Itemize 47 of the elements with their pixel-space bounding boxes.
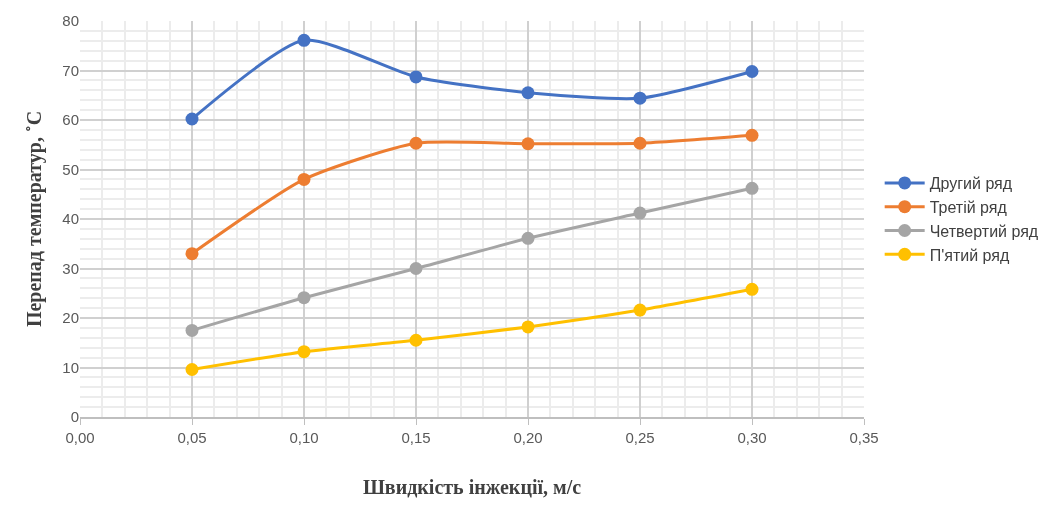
point: [409, 70, 423, 84]
point: [521, 137, 535, 151]
x-tick-label: 0,20: [513, 428, 543, 446]
y-tick-label: 50: [62, 160, 79, 178]
point: [633, 206, 647, 220]
x-tick-label: 0,25: [625, 428, 655, 446]
point: [745, 64, 759, 78]
point: [633, 136, 647, 150]
y-tick-label: 60: [62, 111, 79, 129]
y-tick-label: 30: [62, 259, 79, 277]
point: [297, 291, 311, 305]
y-tick-label: 20: [62, 309, 79, 327]
point: [185, 247, 199, 261]
y-tick-label: 40: [62, 210, 79, 228]
point: [409, 136, 423, 150]
x-tick-label: 0,10: [289, 428, 319, 446]
x-tick-label: 0,00: [65, 428, 95, 446]
x-tick-label: 0,35: [849, 428, 879, 446]
y-tick-label: 0: [70, 408, 79, 426]
point: [521, 231, 535, 245]
point: [185, 323, 199, 337]
legend-label: Третій ряд: [929, 198, 1008, 216]
point: [521, 320, 535, 334]
legend-label: Четвертий ряд: [929, 222, 1039, 240]
point: [297, 33, 311, 47]
x-tick-label: 0,15: [401, 428, 431, 446]
point: [409, 262, 423, 275]
point: [185, 362, 199, 376]
point: [185, 112, 199, 126]
y-tick-label: 80: [62, 12, 79, 30]
x-tick-label: 0,05: [177, 428, 207, 446]
point: [745, 282, 759, 296]
point: [633, 91, 647, 105]
legend-label: Другий ряд: [929, 175, 1013, 193]
x-axis-title: Швидкість інжекції, м/с: [362, 475, 582, 498]
y-tick-label: 10: [62, 358, 79, 376]
y-axis-title: Перепад температур, ˚С: [22, 110, 46, 328]
legend-label: П'ятий ряд: [929, 246, 1010, 264]
y-tick-label: 70: [62, 61, 79, 79]
point: [297, 345, 311, 359]
point: [521, 86, 535, 100]
point: [409, 333, 423, 347]
x-tick-label: 0,30: [737, 428, 767, 446]
point: [297, 172, 311, 186]
point: [633, 303, 647, 317]
point: [745, 128, 759, 142]
point: [745, 181, 759, 195]
